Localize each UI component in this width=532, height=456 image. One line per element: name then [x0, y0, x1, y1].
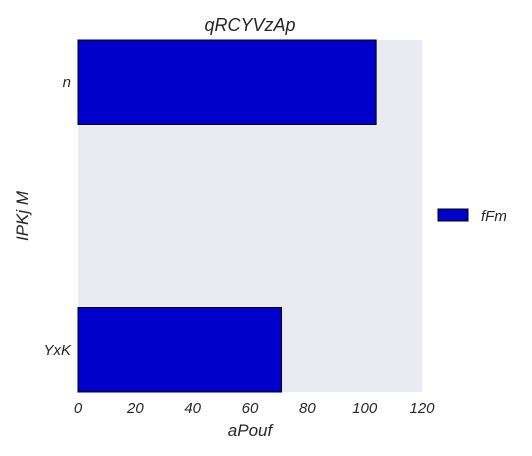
x-tick-label: 0 — [74, 400, 83, 417]
bars-group — [77, 39, 377, 393]
x-tick-label: 120 — [409, 400, 435, 417]
x-tick-label: 60 — [242, 400, 259, 417]
x-axis-label: aPouf — [228, 421, 275, 440]
y-axis-label: IPKj M — [13, 190, 32, 241]
bar-n — [77, 39, 377, 125]
y-tick-label: n — [63, 74, 71, 91]
legend-label: fFm — [481, 208, 507, 225]
x-tick-labels: 0 20 40 60 80 100 120 — [74, 400, 435, 417]
y-tick-labels: YxK n — [43, 74, 72, 359]
x-tick-label: 40 — [184, 400, 201, 417]
y-tick-label: YxK — [43, 342, 72, 359]
legend-swatch — [437, 208, 469, 222]
x-tick-label: 20 — [126, 400, 144, 417]
x-tick-label: 80 — [299, 400, 316, 417]
legend: fFm — [437, 208, 507, 225]
chart-title: qRCYVzAp — [204, 15, 295, 35]
bar-YxK — [77, 307, 283, 393]
x-tick-label: 100 — [352, 400, 378, 417]
